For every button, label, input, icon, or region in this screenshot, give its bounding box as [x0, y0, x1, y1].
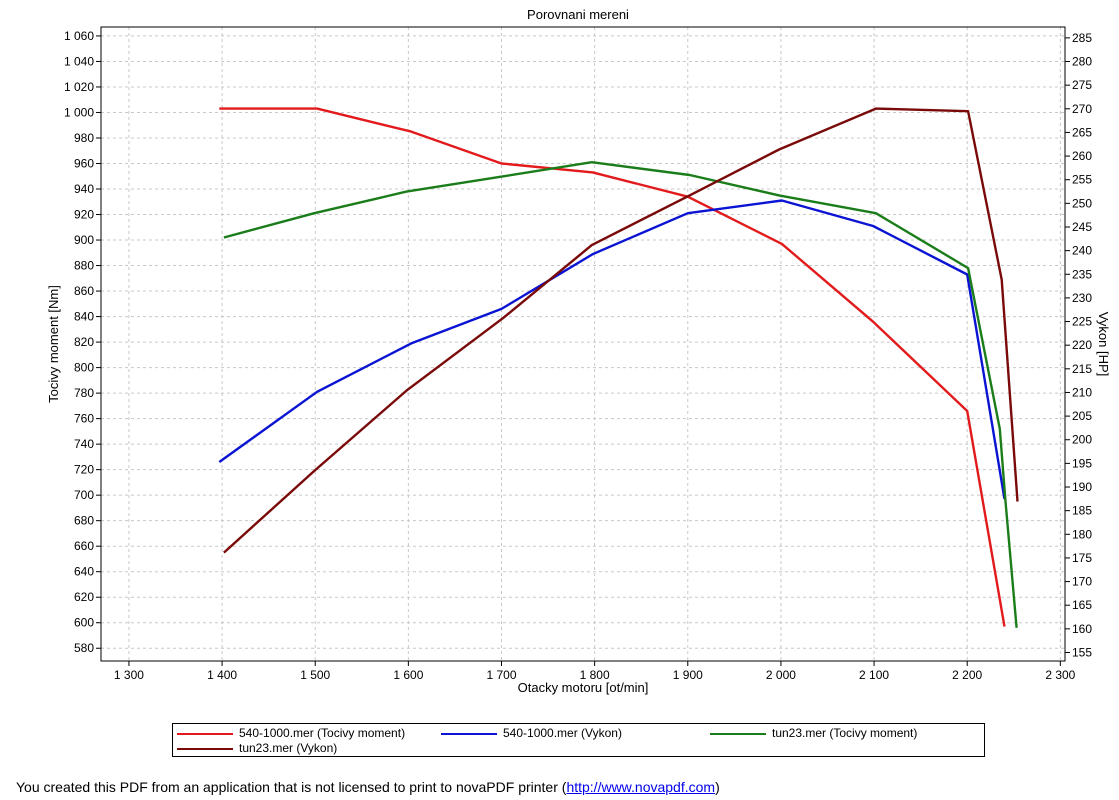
y-left-tick-label: 660: [74, 539, 94, 553]
y-left-tick-label: 920: [74, 208, 94, 222]
x-tick-label: 1 400: [207, 668, 237, 682]
legend-label: 540-1000.mer (Vykon): [503, 726, 622, 740]
y-right-tick-label: 270: [1072, 102, 1092, 116]
y-right-tick-label: 185: [1072, 504, 1092, 518]
y-left-tick-label: 620: [74, 590, 94, 604]
series-layer: [218, 107, 1019, 628]
y-right-tick-label: 210: [1072, 385, 1092, 399]
grid-vertical: [128, 27, 1061, 661]
y-axis-right: 155 160 165 170 175 180 185 190 195 200 205 210 215 2…: [1065, 31, 1092, 659]
x-tick-label: 1 600: [393, 668, 423, 682]
y-left-tick-label: 680: [74, 514, 94, 528]
y-left-tick-label: 780: [74, 386, 94, 400]
y-left-tick-label: 700: [74, 488, 94, 502]
x-tick-label: 2 000: [766, 668, 796, 682]
y-right-tick-label: 190: [1072, 480, 1092, 494]
y-left-tick-label: 1 060: [64, 29, 94, 43]
y-right-tick-label: 285: [1072, 31, 1092, 45]
legend: 540-1000.mer (Tocivy moment) 540-1000.me…: [172, 723, 985, 757]
y-left-tick-label: 740: [74, 437, 94, 451]
y-right-tick-label: 230: [1072, 291, 1092, 305]
legend-item: 540-1000.mer (Tocivy moment): [177, 725, 405, 741]
y-left-tick-label: 720: [74, 463, 94, 477]
series-line: [223, 107, 1019, 554]
y-right-tick-label: 220: [1072, 338, 1092, 352]
y-right-tick-label: 250: [1072, 196, 1092, 210]
y-right-tick-label: 255: [1072, 173, 1092, 187]
y-right-tick-label: 180: [1072, 527, 1092, 541]
y-left-tick-label: 880: [74, 259, 94, 273]
y-right-tick-label: 235: [1072, 267, 1092, 281]
grid-horizontal: [101, 35, 1065, 649]
y-left-tick-label: 980: [74, 131, 94, 145]
y-left-tick-label: 760: [74, 412, 94, 426]
plot-frame: [100, 26, 1066, 662]
y-left-tick-label: 1 040: [64, 54, 94, 68]
novapdf-link[interactable]: http://www.novapdf.com: [566, 779, 716, 795]
y-right-tick-label: 280: [1072, 55, 1092, 69]
legend-swatch: [710, 732, 766, 735]
x-tick-label: 2 300: [1045, 668, 1075, 682]
y-right-tick-label: 200: [1072, 433, 1092, 447]
y-left-tick-label: 820: [74, 335, 94, 349]
y-right-tick-label: 175: [1072, 551, 1092, 565]
y-right-tick-label: 225: [1072, 315, 1092, 329]
legend-item: tun23.mer (Tocivy moment): [710, 725, 917, 741]
x-tick-label: 1 800: [580, 668, 610, 682]
y-right-tick-label: 265: [1072, 125, 1092, 139]
footer-text: You created this PDF from an application…: [16, 779, 567, 795]
y-left-tick-label: 840: [74, 310, 94, 324]
y-left-tick-label: 1 020: [64, 80, 94, 94]
y-left-tick-label: 800: [74, 361, 94, 375]
x-tick-label: 1 900: [673, 668, 703, 682]
series-line: [219, 107, 1006, 627]
y-left-tick-label: 900: [74, 233, 94, 247]
series-line: [223, 160, 1018, 628]
legend-swatch: [441, 732, 497, 735]
series-line: [218, 199, 1006, 500]
y-right-tick-label: 260: [1072, 149, 1092, 163]
y-right-tick-label: 245: [1072, 220, 1092, 234]
y-axis-left: 580 600 620 640 660 680 700 720 740 760 780 800 820 8…: [64, 29, 101, 655]
y-right-tick-label: 215: [1072, 362, 1092, 376]
x-tick-label: 2 100: [859, 668, 889, 682]
legend-item: 540-1000.mer (Vykon): [441, 725, 622, 741]
x-tick-label: 1 700: [486, 668, 516, 682]
y-left-tick-label: 960: [74, 156, 94, 170]
y-left-tick-label: 640: [74, 565, 94, 579]
legend-swatch: [177, 747, 233, 750]
legend-item: tun23.mer (Vykon): [177, 740, 337, 756]
y-left-tick-label: 580: [74, 641, 94, 655]
legend-label: tun23.mer (Tocivy moment): [772, 726, 918, 740]
chart: Porovnani mereni 1 300 1 400 1 500 1 600 1 7…: [46, 7, 1111, 695]
y-right-tick-label: 195: [1072, 456, 1092, 470]
x-axis-label: Otacky motoru [ot/min]: [518, 680, 649, 695]
footer-notice: You created this PDF from an application…: [16, 779, 720, 795]
y-left-tick-label: 940: [74, 182, 94, 196]
legend-label: tun23.mer (Vykon): [239, 741, 338, 755]
x-tick-label: 1 300: [114, 668, 144, 682]
y-left-tick-label: 1 000: [64, 105, 94, 119]
y-left-tick-label: 860: [74, 284, 94, 298]
x-axis: 1 300 1 400 1 500 1 600 1 700 1 800 1 900 2 000…: [114, 661, 1076, 682]
x-tick-label: 2 200: [952, 668, 982, 682]
y-axis-left-label: Tocivy moment [Nm]: [46, 285, 61, 403]
y-right-tick-label: 275: [1072, 78, 1092, 92]
y-right-tick-label: 160: [1072, 622, 1092, 636]
y-right-tick-label: 170: [1072, 575, 1092, 589]
chart-title: Porovnani mereni: [527, 7, 629, 22]
y-axis-right-label: Vykon [HP]: [1096, 312, 1111, 377]
legend-label: 540-1000.mer (Tocivy moment): [239, 726, 406, 740]
y-right-tick-label: 165: [1072, 598, 1092, 612]
footer-end: ): [715, 779, 720, 795]
x-tick-label: 1 500: [300, 668, 330, 682]
y-right-tick-label: 240: [1072, 244, 1092, 258]
y-right-tick-label: 205: [1072, 409, 1092, 423]
y-right-tick-label: 155: [1072, 645, 1092, 659]
legend-swatch: [177, 732, 233, 735]
y-left-tick-label: 600: [74, 616, 94, 630]
